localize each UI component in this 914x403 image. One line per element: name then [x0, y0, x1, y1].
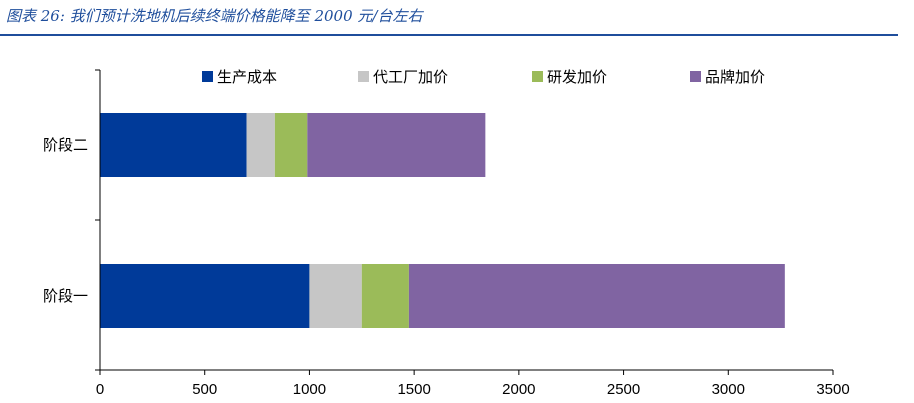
bars [100, 113, 785, 328]
x-tick-label: 1500 [397, 381, 430, 398]
bar-segment-0-1 [246, 113, 275, 177]
x-tick-label: 3500 [816, 381, 849, 398]
x-tick-label: 500 [192, 381, 217, 398]
bar-segment-1-1 [309, 264, 362, 328]
legend-label: 生产成本 [217, 68, 277, 86]
legend: 生产成本 代工厂加价 研发加价 品牌加价 [202, 68, 765, 86]
legend-label: 代工厂加价 [373, 68, 448, 86]
bar-segment-0-3 [307, 113, 486, 177]
bar-segment-1-3 [408, 264, 785, 328]
legend-swatch [532, 71, 543, 82]
figure-title: 图表 26: 我们预计洗地机后续终端价格能降至 2000 元/台左右 [6, 7, 423, 25]
legend-label: 研发加价 [547, 68, 607, 86]
title-rule [0, 34, 898, 36]
legend-swatch [690, 71, 701, 82]
bar-segment-0-0 [100, 113, 247, 177]
legend-swatch [202, 71, 213, 82]
x-tick-label: 0 [96, 381, 104, 398]
bar-segment-1-0 [100, 264, 310, 328]
x-tick-label: 2000 [502, 381, 535, 398]
legend-label: 品牌加价 [705, 68, 765, 86]
bar-segment-1-2 [361, 264, 409, 328]
bar-segment-0-2 [274, 113, 308, 177]
x-tick-label: 2500 [607, 381, 640, 398]
category-label: 阶段一 [43, 287, 88, 305]
category-label: 阶段二 [43, 136, 88, 154]
legend-swatch [358, 71, 369, 82]
x-tick-label: 1000 [293, 381, 326, 398]
x-tick-label: 3000 [712, 381, 745, 398]
